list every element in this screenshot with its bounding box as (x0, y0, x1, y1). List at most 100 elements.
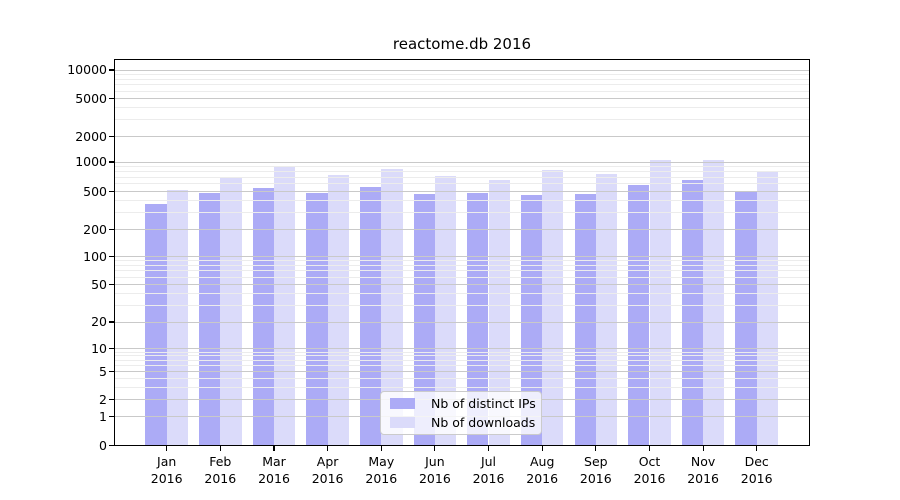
x-tick-mark (702, 446, 704, 451)
y-gridline-minor (114, 166, 810, 167)
y-tick-mark (108, 415, 114, 418)
y-gridline-major-10 (114, 348, 810, 349)
x-tick-label-jun: Jun 2016 (395, 454, 475, 487)
x-tick-mark (327, 446, 329, 451)
y-tick-mark (108, 228, 114, 231)
y-gridline-minor (114, 293, 810, 295)
x-tick-month: Jan (157, 454, 177, 469)
x-tick-year: 2016 (150, 470, 183, 486)
x-tick-year: 2016 (526, 470, 559, 486)
y-tick-mark (108, 370, 114, 373)
bar-downloads-sep (595, 173, 618, 446)
x-tick-label-sep: Sep 2016 (556, 454, 636, 487)
x-tick-year: 2016 (258, 470, 290, 486)
plot-area (114, 59, 810, 446)
y-gridline-minor (114, 90, 810, 92)
y-gridline-minor (114, 386, 810, 388)
x-tick-mark (380, 446, 382, 451)
x-tick-month: May (368, 454, 395, 469)
x-tick-month: Nov (690, 454, 716, 469)
x-tick-year: 2016 (365, 470, 398, 486)
y-gridline-major-500 (114, 191, 810, 192)
y-gridline-major-5 (114, 371, 810, 372)
bar-downloads-jan (166, 190, 188, 446)
y-gridline-minor (114, 359, 810, 361)
legend: Nb of distinct IPs Nb of downloads (380, 391, 542, 435)
bar-downloads-mar (274, 166, 296, 446)
y-gridline-major-200 (114, 229, 810, 230)
x-tick-mark (541, 446, 543, 451)
y-tick-label-1000: 1000 (75, 154, 107, 169)
x-tick-label-jan: Jan 2016 (127, 454, 207, 487)
y-tick-mark (108, 161, 114, 163)
x-tick-month: Jun (425, 454, 445, 469)
x-tick-year: 2016 (418, 470, 451, 486)
bar-downloads-feb (220, 178, 242, 446)
x-tick-month: Apr (316, 454, 339, 469)
x-tick-mark (595, 446, 597, 451)
y-gridline-major-2000 (114, 136, 810, 137)
x-tick-year: 2016 (633, 470, 666, 486)
y-gridline-minor (114, 304, 810, 306)
bar-downloads-oct (649, 159, 671, 446)
y-gridline-minor (114, 365, 810, 366)
y-tick-label-1: 1 (99, 408, 107, 424)
legend-label: Nb of downloads (431, 415, 536, 430)
y-gridline-minor (114, 260, 810, 262)
x-tick-mark (487, 446, 490, 451)
y-tick-label-2000: 2000 (75, 128, 107, 144)
bar-distinct-ips-oct (628, 184, 650, 446)
bar-distinct-ips-feb (199, 193, 221, 446)
legend-swatch-distinct-ips (390, 398, 415, 409)
y-tick-label-5: 5 (99, 363, 107, 379)
x-tick-mark (756, 446, 758, 451)
x-tick-year: 2016 (311, 470, 344, 486)
x-tick-mark (166, 446, 168, 451)
y-tick-label-50: 50 (91, 276, 107, 292)
y-tick-label-5000: 5000 (75, 90, 107, 106)
y-tick-mark (108, 97, 114, 100)
y-gridline-minor (114, 176, 810, 178)
y-gridline-minor (114, 200, 810, 202)
y-gridline-minor (114, 119, 810, 121)
legend-entry-downloads: Nb of downloads (390, 415, 541, 431)
y-gridline-minor (114, 84, 810, 86)
x-tick-label-nov: Nov 2016 (663, 454, 743, 487)
x-tick-label-jul: Jul 2016 (449, 454, 529, 487)
bar-downloads-aug (542, 170, 564, 446)
y-gridline-major-20 (114, 321, 810, 323)
y-tick-mark (108, 255, 114, 258)
y-gridline-major-10000 (114, 69, 810, 71)
y-tick-label-10000: 10000 (67, 62, 107, 77)
y-tick-label-20: 20 (91, 314, 107, 329)
x-tick-year: 2016 (740, 470, 773, 486)
y-tick-label-10: 10 (91, 340, 107, 356)
bar-downloads-apr (327, 174, 349, 446)
x-tick-mark (273, 446, 275, 451)
x-tick-year: 2016 (687, 470, 719, 486)
y-tick-label-0: 0 (99, 437, 107, 453)
y-tick-mark (108, 444, 114, 447)
y-tick-mark (108, 321, 114, 323)
y-gridline-minor (114, 183, 810, 185)
x-tick-year: 2016 (579, 470, 612, 486)
x-tick-month: Sep (584, 454, 608, 469)
bar-distinct-ips-nov (681, 180, 704, 446)
x-tick-mark (219, 446, 221, 451)
x-tick-mark (648, 446, 651, 451)
legend-entry-distinct-ips: Nb of distinct IPs (390, 396, 541, 412)
y-tick-label-200: 200 (83, 221, 107, 237)
y-tick-mark (108, 135, 114, 138)
bar-downloads-may (381, 169, 403, 446)
legend-swatch-downloads (390, 417, 415, 428)
bar-downloads-nov (703, 159, 725, 446)
x-tick-mark (434, 446, 436, 451)
y-gridline-major-100 (114, 256, 810, 257)
y-tick-label-500: 500 (83, 183, 107, 199)
bar-distinct-ips-apr (306, 193, 328, 446)
bar-distinct-ips-aug (520, 195, 543, 446)
x-tick-month: Oct (638, 454, 661, 469)
x-tick-year: 2016 (472, 470, 505, 486)
y-tick-label-100: 100 (83, 248, 107, 264)
